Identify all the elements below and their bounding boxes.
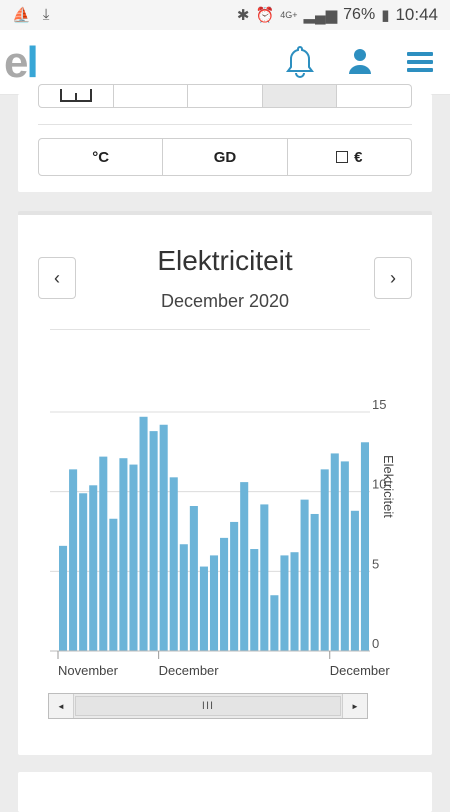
chart-bar: [260, 504, 269, 651]
chart-bar: [320, 469, 329, 651]
x-tick-label: December: [159, 663, 220, 678]
x-tick-label: November: [58, 663, 119, 678]
chart-bar: [290, 552, 299, 651]
chart-bar: [159, 424, 168, 651]
battery-icon: ▮: [381, 7, 390, 24]
gd-button[interactable]: GD: [163, 138, 288, 176]
next-card: [18, 772, 432, 812]
next-month-button[interactable]: ›: [374, 257, 412, 299]
settings-card: °C GD €: [18, 84, 432, 192]
status-bar: ⛵ ⤓ ✱ ⏰ 4G+ ▂▄▆ 76% ▮ 10:44: [0, 0, 450, 30]
chart-bar: [179, 544, 188, 651]
scroll-thumb[interactable]: III: [75, 696, 341, 716]
alarm-icon: ⏰: [255, 7, 275, 24]
chevron-left-icon: ‹: [54, 267, 60, 288]
clock: 10:44: [395, 5, 438, 24]
chart-bar: [89, 485, 98, 651]
checkbox-icon[interactable]: [336, 151, 349, 163]
signal-icon: ▂▄▆: [303, 7, 338, 24]
user-icon[interactable]: [344, 44, 376, 80]
chart-bar: [340, 461, 349, 651]
divider: [50, 329, 370, 330]
chart-scrollbar[interactable]: ◄ III ►: [48, 693, 368, 719]
scroll-right-button[interactable]: ►: [342, 694, 367, 718]
chart-bar: [360, 442, 369, 651]
chart-bar: [119, 458, 128, 651]
chart-bar: [350, 510, 359, 651]
y-tick-label: 15: [372, 397, 386, 412]
chart-bar: [300, 499, 309, 651]
chart-card: ‹ Elektriciteit December 2020 › 0 5 10 15 No…: [18, 211, 432, 755]
chart-bar: [230, 521, 239, 651]
chart-bar: [199, 566, 208, 651]
notification-icon: ⛵: [12, 7, 31, 24]
chart-bar: [310, 513, 319, 651]
chart-bar: [209, 555, 219, 651]
chart-bar: [189, 506, 198, 651]
chart-subtitle: December 2020: [160, 291, 290, 311]
chart-bar: [79, 493, 88, 651]
unit-button-row: °C GD €: [38, 138, 412, 176]
chart-bar: [109, 518, 118, 651]
chart-bar: [250, 549, 259, 651]
celsius-button[interactable]: °C: [38, 138, 164, 176]
chart-bar: [270, 595, 279, 651]
chart-bar: [99, 456, 108, 651]
y-tick-label: 0: [372, 636, 379, 651]
euro-label: €: [354, 148, 363, 166]
bell-icon[interactable]: [284, 44, 316, 80]
scroll-left-button[interactable]: ◄: [49, 694, 74, 718]
chart-bar: [149, 431, 158, 651]
y-tick-label: 5: [372, 556, 379, 571]
chart-bar: [280, 555, 289, 651]
chart-title: Elektriciteit: [157, 245, 293, 276]
download-icon: ⤓: [42, 6, 50, 23]
chevron-right-icon: ›: [390, 267, 396, 288]
euro-button[interactable]: €: [287, 138, 412, 176]
bluetooth-icon: ✱: [236, 7, 250, 24]
period-button-row: [38, 84, 412, 108]
period-button-3[interactable]: [188, 84, 263, 108]
y-axis-label: Elektriciteit: [381, 455, 396, 518]
chart-bar: [129, 464, 138, 651]
chart-bar: [330, 453, 339, 651]
chart-bar: [220, 537, 229, 651]
network-label: 4G+: [280, 10, 298, 20]
y-tick-label: 10: [372, 477, 386, 492]
previous-month-button[interactable]: ‹: [38, 257, 76, 299]
bar-chart: 0 5 10 15 November December December Elektricit…: [50, 397, 396, 678]
chart-bar: [59, 545, 68, 651]
x-tick-label: December: [330, 663, 391, 678]
divider: [38, 124, 412, 125]
chart-bar: [169, 477, 178, 651]
chart-bar: [69, 469, 78, 651]
menu-icon[interactable]: [404, 44, 436, 80]
chart-bar: [139, 416, 148, 651]
period-button-2[interactable]: [113, 84, 189, 108]
battery-percent: 76%: [343, 6, 376, 23]
chart-bar: [240, 482, 249, 651]
app-logo[interactable]: el: [4, 38, 39, 87]
period-button-5[interactable]: [337, 84, 412, 108]
period-button-1[interactable]: [38, 84, 114, 108]
period-button-4[interactable]: [262, 84, 338, 108]
